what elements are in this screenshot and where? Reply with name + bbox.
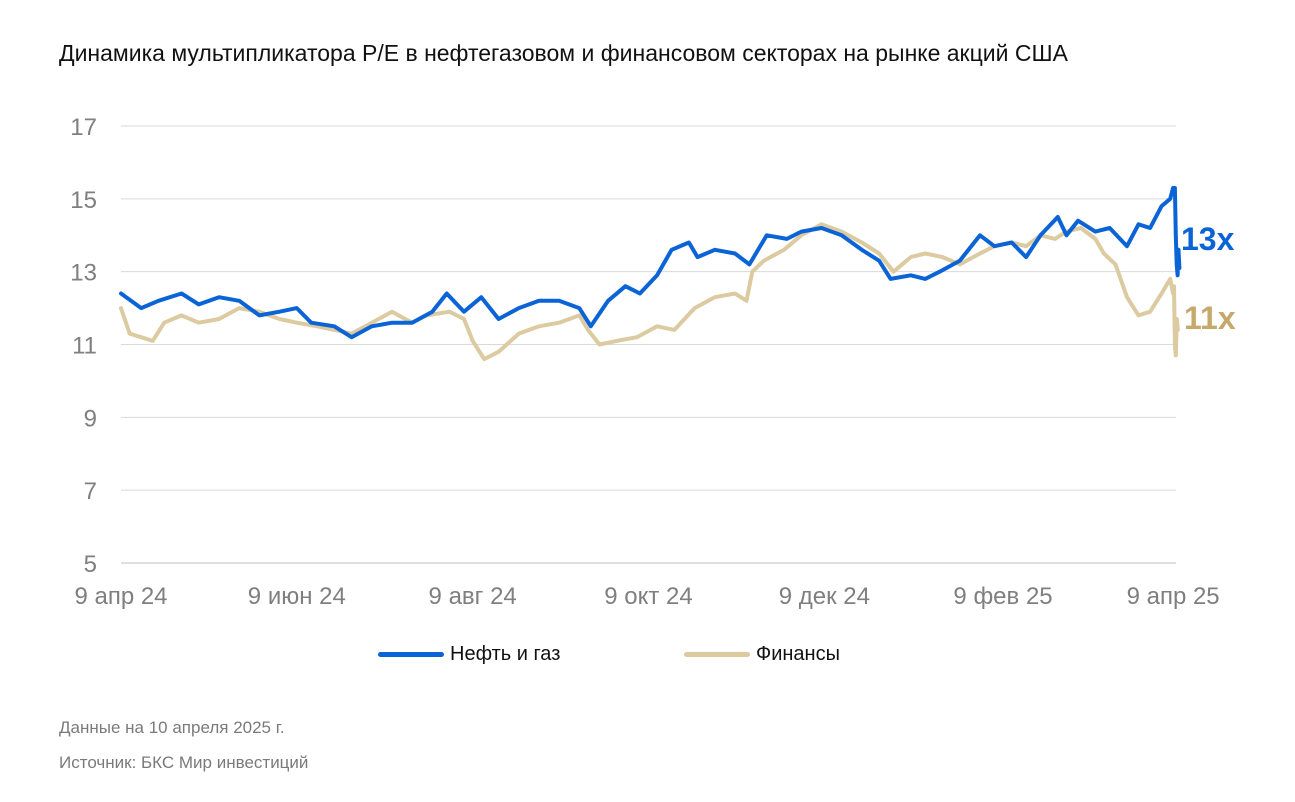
x-tick-label: 9 фев 25 [953, 583, 1052, 610]
y-tick-label: 15 [70, 187, 97, 214]
legend-label-oil-gas: Нефть и газ [450, 643, 561, 665]
series-line-oil-gas [119, 185, 1182, 340]
chart-title: Динамика мультипликатора P/E в нефтегазо… [59, 40, 1068, 66]
y-tick-label: 17 [70, 114, 97, 141]
series-line-finance [119, 222, 1180, 362]
data-date-note: Данные на 10 апреля 2025 г. [59, 718, 285, 737]
y-tick-label: 9 [84, 405, 97, 432]
legend: Нефть и газ Финансы [0, 643, 1295, 669]
legend-item-finance: Финансы [684, 643, 840, 666]
x-tick-label: 9 окт 24 [604, 583, 693, 610]
series-end-labels: 13x 11x [1181, 221, 1236, 336]
x-tick-label: 9 апр 24 [74, 583, 167, 610]
source-note: Источник: БКС Мир инвестиций [59, 753, 309, 772]
x-tick-label: 9 июн 24 [248, 583, 346, 610]
legend-swatch-finance [684, 652, 750, 657]
gridlines [121, 125, 1176, 564]
x-tick-label: 9 апр 25 [1127, 583, 1220, 610]
y-axis-tick-labels: 5 7 9 11 13 15 17 [70, 114, 97, 578]
legend-item-oil-gas: Нефть и газ [378, 643, 560, 666]
x-tick-label: 9 авг 24 [429, 583, 517, 610]
x-tick-label: 9 дек 24 [779, 583, 870, 610]
series-lines [119, 185, 1182, 362]
y-tick-label: 7 [84, 478, 97, 505]
legend-swatch-oil-gas [378, 652, 444, 657]
y-tick-label: 5 [84, 551, 97, 578]
legend-label-finance: Финансы [756, 643, 840, 665]
end-label-finance: 11x [1184, 300, 1236, 336]
pe-line-chart: 5 7 9 11 13 15 17 9 апр 24 9 июн 24 9 авг 24 9 ок… [70, 114, 1236, 610]
y-tick-label: 11 [72, 333, 97, 360]
x-axis-tick-labels: 9 апр 24 9 июн 24 9 авг 24 9 окт 24 9 дек 24… [74, 583, 1219, 610]
y-tick-label: 13 [70, 260, 97, 287]
end-label-oil-gas: 13x [1181, 221, 1235, 257]
